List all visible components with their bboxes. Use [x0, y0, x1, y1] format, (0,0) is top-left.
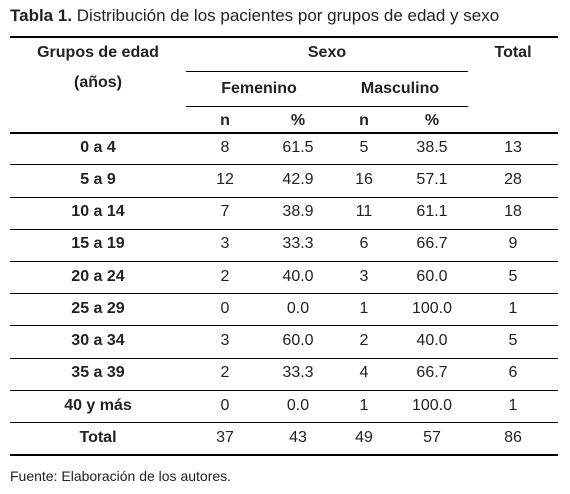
row-label: 15 a 19: [71, 235, 125, 252]
femenino-pct-cell: 33.3: [282, 364, 314, 381]
femenino-pct-cell: 33.3: [282, 235, 314, 252]
femenino-pct-cell: 42.9: [282, 171, 314, 188]
subgroup-underline: [186, 106, 468, 107]
masculino-pct-cell: 100.0: [411, 300, 453, 317]
header-masculino-n: n: [359, 112, 369, 129]
table-bottom-border: [10, 454, 558, 456]
table-top-border: [10, 36, 558, 38]
total-cell: 1: [508, 300, 518, 317]
femenino-pct-cell: 61.5: [282, 139, 314, 156]
row-divider: [10, 293, 558, 294]
femenino-n-cell: 7: [220, 203, 230, 220]
femenino-n-cell: 3: [220, 332, 230, 349]
masculino-pct-cell: 66.7: [416, 364, 448, 381]
table-caption: Tabla 1. Distribución de los pacientes p…: [10, 6, 499, 26]
femenino-pct-cell: 0.0: [286, 300, 310, 317]
femenino-n-cell: 12: [216, 171, 234, 188]
row-divider: [10, 422, 558, 423]
row-label: 5 a 9: [80, 171, 116, 188]
row-divider: [10, 197, 558, 198]
femenino-pct-cell: 40.0: [282, 268, 314, 285]
masculino-pct-cell: 60.0: [416, 268, 448, 285]
masculino-n-cell: 6: [359, 235, 369, 252]
header-group-line1: Grupos de edad: [37, 44, 159, 61]
sexo-underline: [186, 71, 468, 72]
masculino-n-cell: 49: [355, 429, 373, 446]
total-cell: 86: [504, 429, 522, 446]
row-divider: [10, 229, 558, 230]
femenino-n-cell: 37: [216, 429, 234, 446]
masculino-pct-cell: 57: [423, 429, 441, 446]
row-label: Total: [79, 429, 117, 446]
femenino-n-cell: 2: [220, 268, 230, 285]
header-masculino: Masculino: [360, 80, 440, 97]
row-label: 0 a 4: [80, 139, 116, 156]
row-label: 40 y más: [64, 397, 132, 414]
femenino-pct-cell: 38.9: [282, 203, 314, 220]
masculino-pct-cell: 66.7: [416, 235, 448, 252]
masculino-n-cell: 4: [359, 364, 369, 381]
header-femenino: Femenino: [221, 80, 297, 97]
femenino-n-cell: 0: [220, 397, 230, 414]
total-cell: 18: [504, 203, 522, 220]
femenino-pct-cell: 60.0: [282, 332, 314, 349]
row-divider: [10, 325, 558, 326]
femenino-n-cell: 2: [220, 364, 230, 381]
header-total: Total: [494, 44, 532, 61]
header-group-line2: (años): [74, 74, 122, 91]
femenino-pct-cell: 43: [289, 429, 307, 446]
masculino-pct-cell: 61.1: [416, 203, 448, 220]
row-divider: [10, 164, 558, 165]
table-source-note: Fuente: Elaboración de los autores.: [10, 468, 232, 484]
masculino-pct-cell: 40.0: [416, 332, 448, 349]
masculino-pct-cell: 57.1: [416, 171, 448, 188]
masculino-n-cell: 3: [359, 268, 369, 285]
masculino-n-cell: 1: [359, 300, 369, 317]
masculino-n-cell: 1: [359, 397, 369, 414]
header-masculino-pct: %: [424, 112, 440, 129]
total-cell: 28: [504, 171, 522, 188]
header-sexo: Sexo: [307, 44, 347, 61]
row-divider: [10, 358, 558, 359]
femenino-n-cell: 3: [220, 235, 230, 252]
total-cell: 1: [508, 397, 518, 414]
masculino-n-cell: 16: [355, 171, 373, 188]
table-caption-text: Distribución de los pacientes por grupos…: [72, 6, 500, 25]
header-femenino-n: n: [220, 112, 230, 129]
row-divider: [10, 390, 558, 391]
row-label: 20 a 24: [71, 268, 125, 285]
masculino-n-cell: 11: [355, 203, 373, 220]
masculino-pct-cell: 100.0: [411, 397, 453, 414]
femenino-pct-cell: 0.0: [286, 397, 310, 414]
row-label: 35 a 39: [71, 364, 125, 381]
total-cell: 5: [508, 268, 518, 285]
total-cell: 13: [504, 139, 522, 156]
row-label: 10 a 14: [71, 203, 125, 220]
row-label: 25 a 29: [71, 300, 125, 317]
masculino-pct-cell: 38.5: [416, 139, 448, 156]
total-cell: 9: [508, 235, 518, 252]
masculino-n-cell: 2: [359, 332, 369, 349]
header-femenino-pct: %: [290, 112, 306, 129]
total-cell: 5: [508, 332, 518, 349]
row-divider: [10, 261, 558, 262]
femenino-n-cell: 8: [220, 139, 230, 156]
row-label: 30 a 34: [71, 332, 125, 349]
masculino-n-cell: 5: [359, 139, 369, 156]
femenino-n-cell: 0: [220, 300, 230, 317]
total-cell: 6: [508, 364, 518, 381]
header-bottom-border: [10, 132, 558, 134]
table-caption-label: Tabla 1.: [10, 6, 73, 25]
